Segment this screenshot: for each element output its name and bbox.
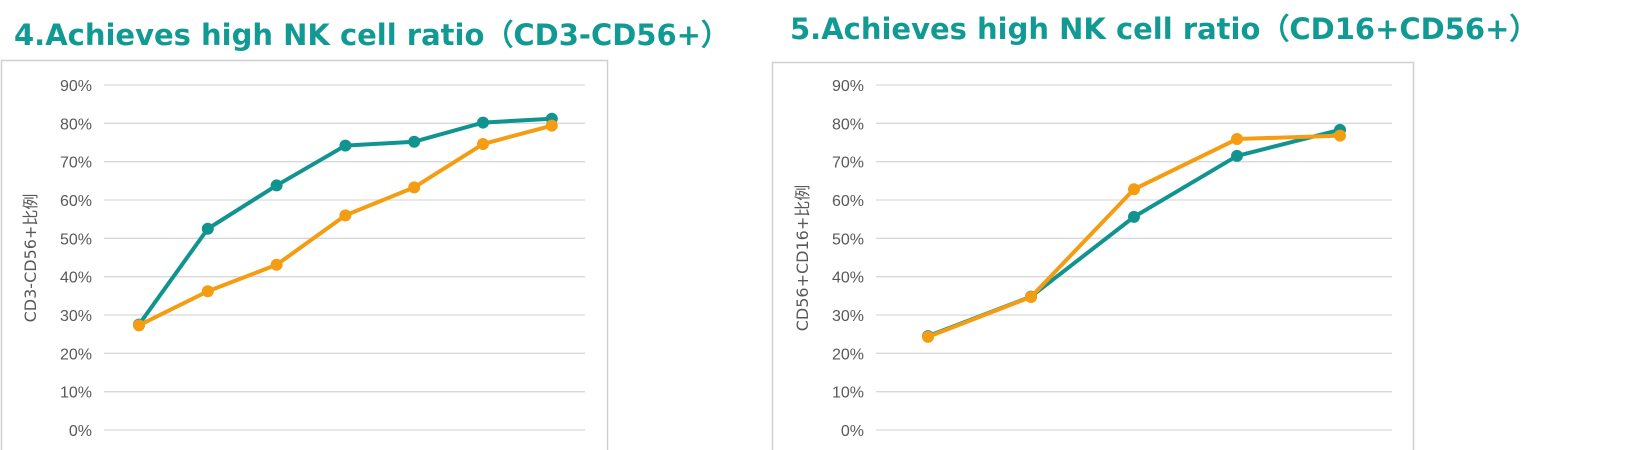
- chart-1-series-2-point: [133, 319, 145, 332]
- chart-2-ytick-label: 60%: [832, 193, 864, 210]
- chart-1-ytick-label: 0%: [69, 423, 92, 440]
- chart-1-series-2-point: [408, 181, 421, 194]
- chart-2-ytick-label: 0%: [841, 423, 864, 440]
- chart-1-series-1-point: [477, 116, 489, 129]
- chart-2-ytick-label: 70%: [832, 155, 864, 172]
- chart-1-ytick-label: 30%: [60, 308, 92, 325]
- chart-2-ylabel: CD56+CD16+比例: [793, 185, 812, 332]
- chart-1-ylabel: CD3-CD56+比例: [21, 194, 40, 323]
- chart-1-ytick-label: 10%: [60, 385, 92, 402]
- chart-2-ytick-label: 20%: [832, 346, 864, 363]
- chart-1-title: 4.Achieves high NK cell ratio（CD3-CD56+）: [14, 18, 730, 52]
- chart-1-series-2-point: [201, 285, 214, 298]
- chart-1-series-1-point: [270, 179, 283, 192]
- chart-2-ytick-label: 90%: [832, 78, 864, 95]
- chart-2-series-1-point: [1231, 149, 1243, 162]
- chart-2-series-2-point: [922, 330, 934, 343]
- chart-1-series-2-point: [270, 258, 283, 271]
- chart-2-ytick-label: 50%: [832, 231, 864, 248]
- chart-1-series-1-point: [339, 139, 352, 152]
- chart-1-ytick-label: 50%: [60, 231, 92, 248]
- chart-2-series-2-point: [1334, 129, 1346, 142]
- chart-1-series-1-point: [408, 135, 421, 148]
- chart-1-ytick-label: 80%: [60, 116, 92, 133]
- chart-1-frame: [0, 59, 609, 450]
- chart-1-series-2-point: [339, 209, 352, 222]
- chart-2-series-2-point: [1025, 290, 1037, 303]
- chart-1-ytick-label: 20%: [60, 346, 92, 363]
- chart-2-ytick-label: 40%: [832, 270, 864, 287]
- chart-1-series-2-point: [545, 119, 558, 132]
- chart-2-frame: [771, 61, 1415, 450]
- chart-1-ytick-label: 70%: [60, 155, 92, 172]
- chart-2-title: 5.Achieves high NK cell ratio（CD16+CD56+…: [790, 12, 1539, 46]
- chart-1-ytick-label: 90%: [60, 78, 92, 95]
- chart-2-series-2-point: [1231, 133, 1243, 146]
- chart-1-ytick-label: 40%: [60, 270, 92, 287]
- chart-2-ytick-label: 10%: [832, 385, 864, 402]
- chart-1-series-2-point: [477, 138, 489, 151]
- chart-1-series-1-point: [201, 222, 214, 235]
- chart-2-series-1-point: [1128, 210, 1140, 223]
- chart-2-ytick-label: 30%: [832, 308, 864, 325]
- chart-2-series-2-point: [1128, 183, 1140, 196]
- chart-2-ytick-label: 80%: [832, 116, 864, 133]
- chart-1-ytick-label: 60%: [60, 193, 92, 210]
